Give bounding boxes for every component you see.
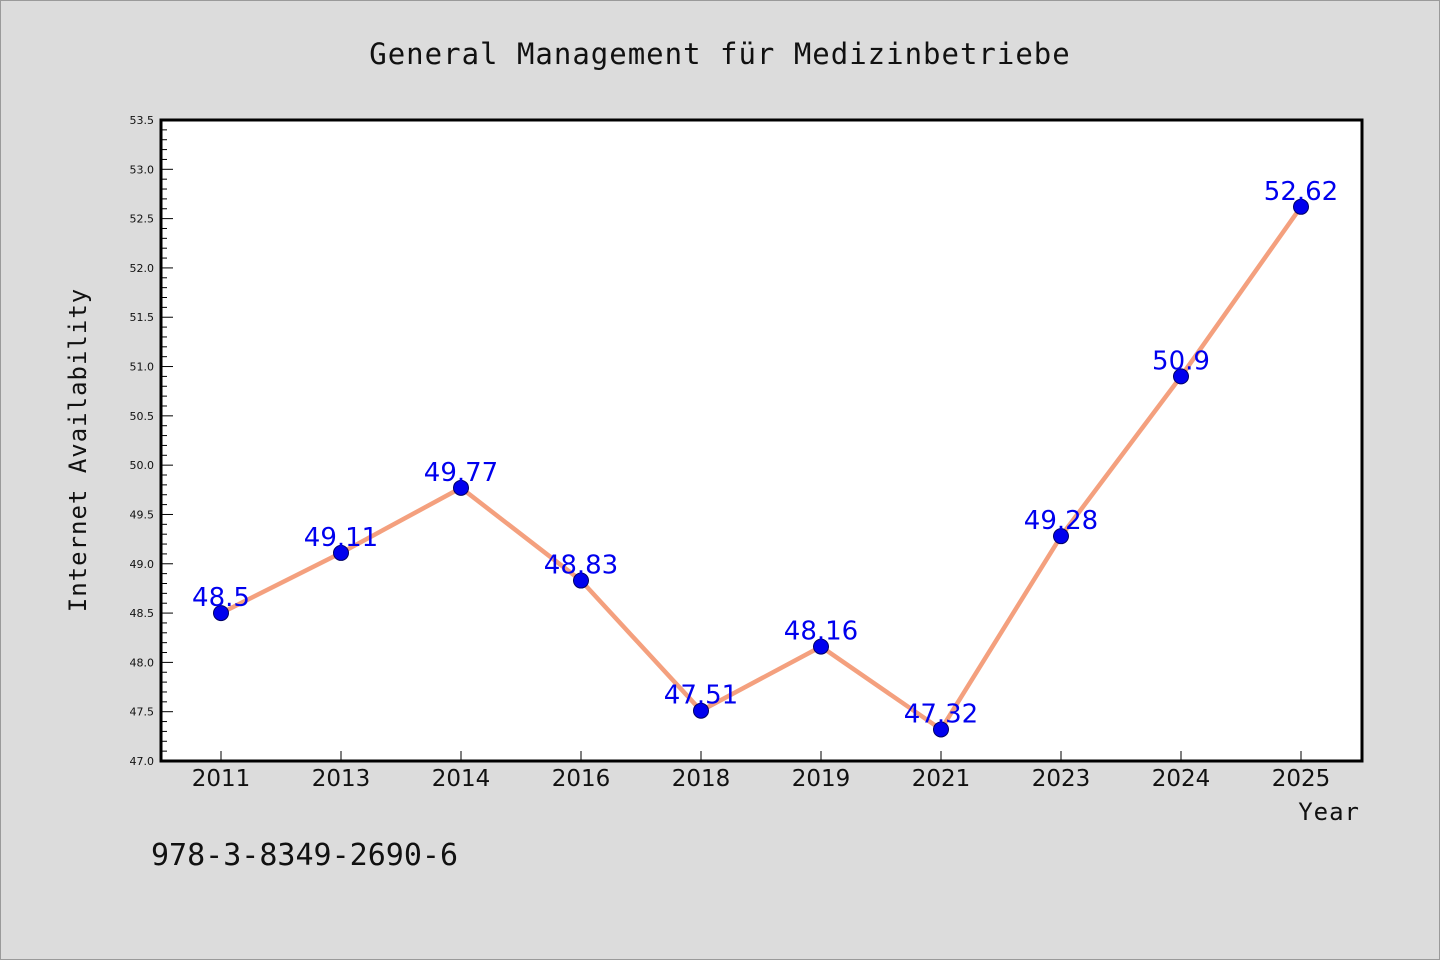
x-tick-label: 2014 (432, 766, 491, 792)
y-tick-label: 49.5 (130, 508, 155, 521)
data-point-marker (333, 544, 349, 561)
data-point-label: 52.62 (1264, 177, 1338, 207)
data-point-label: 49.77 (424, 458, 498, 488)
series-line (218, 204, 1304, 732)
y-tick-label: 50.0 (130, 459, 155, 472)
y-tick-label: 52.5 (130, 213, 155, 226)
data-point-label: 48.16 (784, 617, 858, 647)
series-line-group (218, 204, 1304, 732)
y-tick-label: 53.0 (130, 163, 155, 176)
data-point-marker (1173, 368, 1189, 385)
data-point-marker (573, 572, 589, 589)
y-axis-ticks: 47.0 47.5 48.0 48.5 49.0 49.5 50.0 50.5 51.0 51.5… (130, 114, 173, 768)
data-point-marker (693, 702, 709, 719)
y-tick-label: 48.0 (130, 656, 155, 669)
y-tick-label: 51.5 (130, 311, 155, 324)
plot-area (159, 118, 1364, 763)
data-point-label: 49.11 (304, 523, 378, 553)
data-point-marker (1053, 528, 1069, 545)
data-point-label: 49.28 (1024, 506, 1098, 536)
y-tick-label: 53.5 (130, 114, 155, 127)
y-axis-label: Internet Availability (64, 288, 92, 612)
x-tick-label: 2016 (552, 766, 611, 792)
data-labels: 48.5 49.11 49.77 48.83 47.51 48.16 47.32 49.28 5… (192, 177, 1338, 730)
x-axis-ticks: 2011 2013 2014 2016 2018 2019 2021 2023 2024 2025 (192, 751, 1331, 792)
x-tick-label: 2025 (1272, 766, 1331, 792)
x-tick-label: 2019 (792, 766, 851, 792)
x-tick-label: 2013 (312, 766, 371, 792)
data-point-label: 48.83 (544, 551, 618, 581)
x-tick-label: 2018 (672, 766, 731, 792)
y-tick-label: 49.0 (130, 558, 155, 571)
data-point-marker (1293, 198, 1309, 215)
y-tick-label: 47.0 (130, 755, 155, 768)
x-tick-label: 2011 (192, 766, 251, 792)
chart-title: General Management für Medizinbetriebe (369, 37, 1070, 71)
data-point-label: 50.9 (1152, 346, 1210, 376)
y-tick-label: 50.5 (130, 410, 155, 423)
data-point-marker (813, 638, 829, 655)
x-axis-label: Year (1298, 798, 1360, 826)
x-tick-label: 2021 (912, 766, 971, 792)
y-tick-label: 51.0 (130, 361, 155, 374)
y-tick-label: 47.5 (130, 706, 155, 719)
data-point-marker (213, 605, 229, 622)
data-point-marker (933, 721, 949, 738)
y-tick-label: 52.0 (130, 262, 155, 275)
x-tick-label: 2023 (1032, 766, 1091, 792)
data-markers (213, 198, 1309, 738)
x-tick-label: 2024 (1152, 766, 1211, 792)
y-tick-label: 48.5 (130, 607, 155, 620)
isbn-footer-text: 978-3-8349-2690-6 (151, 838, 458, 873)
data-point-label: 47.51 (664, 681, 738, 711)
data-point-marker (453, 479, 469, 496)
data-point-label: 47.32 (904, 699, 978, 729)
data-point-label: 48.5 (192, 583, 250, 613)
